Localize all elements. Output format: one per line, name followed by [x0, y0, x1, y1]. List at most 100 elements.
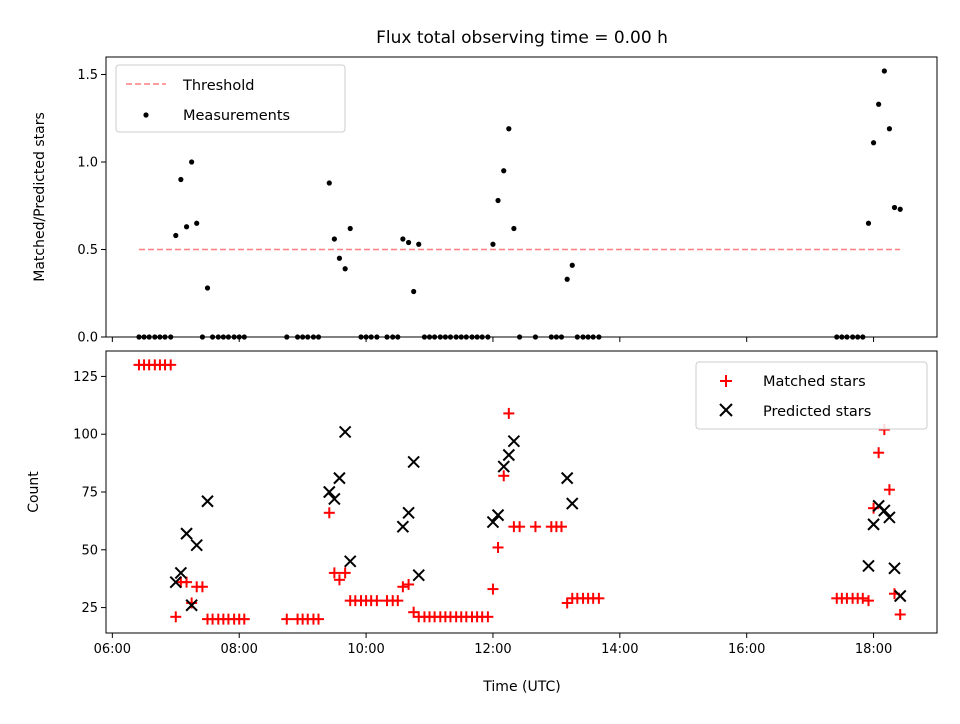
predicted-star-point — [396, 520, 410, 533]
bottom-y-tick-label: 50 — [81, 543, 98, 558]
matched-star-point — [238, 613, 250, 625]
matched-star-point — [313, 613, 325, 625]
predicted-star-point — [344, 555, 357, 568]
measurement-point — [342, 266, 348, 272]
matched-star-point — [371, 595, 383, 607]
matched-star-point — [593, 592, 605, 604]
matched-star-point — [862, 595, 874, 607]
measurement-point — [876, 101, 882, 107]
predicted-star-point — [328, 492, 341, 506]
bottom-x-tick-label: 14:00 — [601, 642, 638, 657]
measurement-point — [331, 236, 337, 242]
measurement-point — [173, 232, 179, 239]
predicted-star-point — [491, 508, 505, 522]
predicted-star-point — [169, 575, 182, 589]
measurement-point — [865, 220, 872, 226]
measurement-point — [336, 255, 343, 261]
bottom-y-tick-label: 100 — [73, 428, 98, 443]
predicted-star-point — [486, 515, 500, 529]
predicted-star-point — [566, 497, 579, 510]
top-panel: Flux total observing time = 0.00 h Match… — [32, 28, 938, 346]
measurement-point — [564, 276, 570, 282]
top-y-tick-label: 1.5 — [77, 68, 98, 83]
predicted-star-point — [878, 504, 891, 517]
measurement-point — [405, 239, 412, 246]
measurement-point — [204, 285, 211, 291]
matched-star-point — [196, 581, 208, 593]
matched-star-point — [392, 595, 404, 607]
measurement-point — [183, 224, 190, 230]
predicted-star-point — [412, 569, 425, 582]
matched-star-point — [181, 576, 193, 588]
top-chart-title: Flux total observing time = 0.00 h — [376, 28, 668, 48]
measurement-point — [326, 180, 332, 186]
legend-predicted-label: Predicted stars — [763, 404, 871, 420]
measurement-point — [347, 225, 353, 232]
predicted-star-point — [323, 485, 336, 499]
bottom-x-tick-label: 18:00 — [855, 642, 892, 657]
measurement-point — [881, 68, 887, 74]
predicted-star-point — [180, 527, 193, 540]
bottom-y-tick-label: 75 — [81, 486, 98, 501]
measurement-point — [416, 241, 422, 247]
measurement-point — [178, 176, 184, 183]
predicted-star-point — [407, 455, 420, 469]
measurement-point — [411, 288, 417, 295]
matched-star-point — [323, 507, 335, 519]
bottom-legend: Matched stars Predicted stars — [695, 361, 928, 430]
predicted-star-point — [497, 460, 510, 473]
measurement-point — [189, 159, 195, 165]
legend-measurements-swatch — [143, 112, 149, 118]
predicted-star-point — [201, 495, 214, 508]
legend-predicted-swatch — [719, 403, 733, 417]
bottom-y-tick-label: 125 — [73, 370, 98, 385]
predicted-star-point — [888, 562, 901, 575]
measurement-point — [194, 220, 200, 226]
legend-matched-swatch — [720, 375, 732, 387]
predicted-star-point — [883, 511, 896, 524]
matched-star-point — [482, 611, 494, 623]
bottom-x-tick-label: 12:00 — [474, 642, 511, 657]
matched-star-point — [333, 574, 345, 586]
top-y-tick-label: 1.0 — [77, 156, 98, 171]
top-legend-frame — [115, 64, 346, 133]
bottom-y-axis-label: Count — [26, 471, 42, 513]
measurement-point — [870, 140, 877, 146]
legend-measurements-label: Measurements — [183, 108, 290, 124]
measurement-point — [490, 241, 496, 247]
matched-star-point — [487, 583, 499, 595]
predicted-star-point — [894, 589, 907, 603]
legend-matched-label: Matched stars — [763, 374, 866, 390]
bottom-legend-frame — [695, 361, 928, 430]
matched-star-point — [857, 592, 869, 604]
matched-star-point — [492, 541, 504, 553]
top-legend: Threshold Measurements — [115, 64, 346, 133]
matched-star-point — [503, 407, 515, 419]
matched-star-point — [397, 581, 409, 593]
matched-star-point — [555, 521, 567, 533]
matched-star-point — [281, 613, 293, 625]
bottom-x-tick-label: 16:00 — [728, 642, 765, 657]
measurement-point — [897, 206, 903, 212]
predicted-star-point — [190, 538, 203, 552]
predicted-star-point — [185, 599, 198, 612]
measurement-point — [495, 197, 501, 204]
top-y-tick-label: 0.0 — [77, 331, 98, 346]
top-y-axis-label: Matched/Predicted stars — [32, 112, 48, 282]
matched-star-point — [529, 521, 541, 533]
top-y-tick-label: 0.5 — [77, 243, 98, 258]
measurement-point — [400, 236, 406, 242]
measurement-point — [886, 126, 893, 132]
predicted-star-point — [502, 448, 516, 462]
measurement-point — [501, 168, 507, 174]
predicted-star-point — [338, 425, 352, 439]
predicted-star-point — [174, 566, 188, 580]
bottom-panel: Time (UTC) Count 25 50 75 100 125 06:00 08:00 1… — [26, 350, 938, 695]
measurement-point — [511, 225, 517, 232]
measurement-point — [569, 262, 575, 268]
predicted-star-point — [560, 471, 574, 485]
bottom-x-tick-label: 06:00 — [94, 642, 131, 657]
matched-star-point — [328, 567, 340, 579]
predicted-star-point — [862, 559, 875, 573]
